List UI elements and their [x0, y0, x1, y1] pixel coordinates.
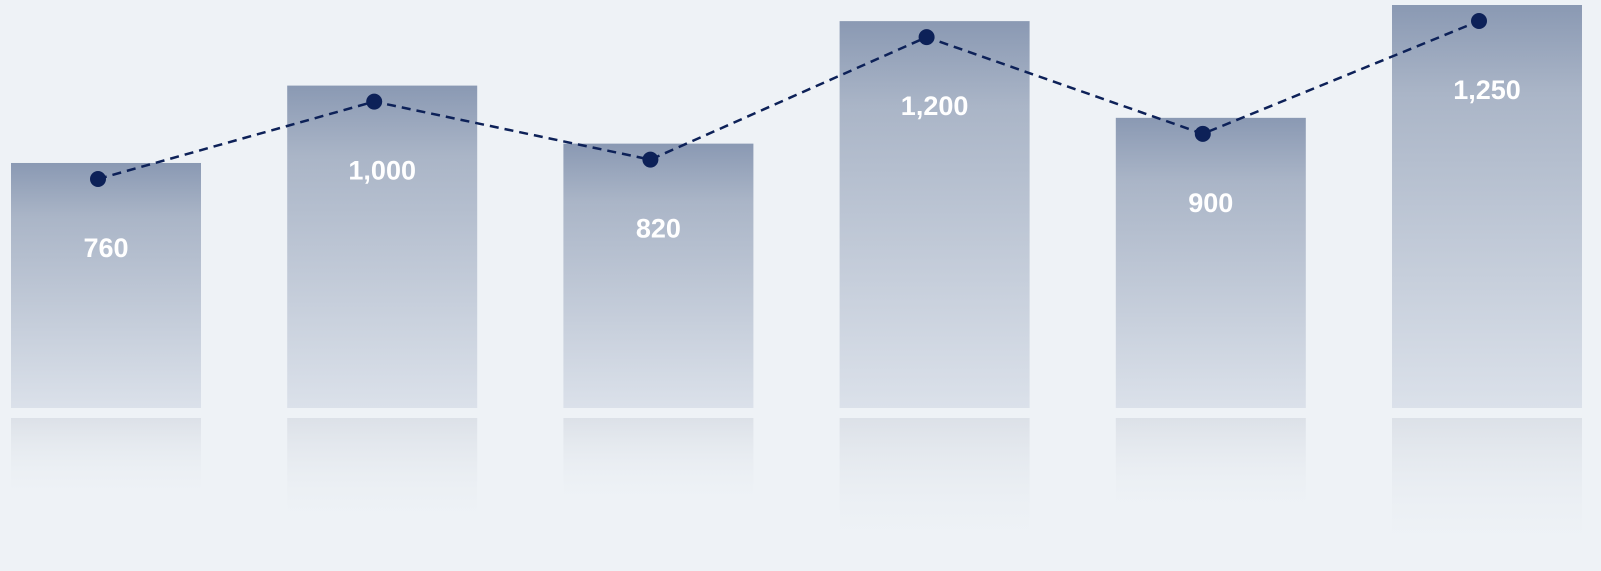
line-series	[90, 13, 1487, 187]
line-point-3	[642, 151, 659, 168]
bar-reflection-6	[1392, 418, 1582, 558]
data-labels: 760 1,000 820 1,200 900 1,250	[83, 75, 1520, 263]
data-label-4: 1,200	[901, 91, 969, 121]
bar-5	[1115, 117, 1306, 408]
bar-2	[287, 85, 478, 408]
bar-series	[11, 5, 1582, 409]
bar-4	[839, 21, 1030, 409]
bar-1	[11, 162, 201, 408]
line-point-5	[1194, 125, 1211, 142]
bar-reflection-1	[11, 418, 201, 504]
data-label-5: 900	[1188, 188, 1233, 218]
data-label-3: 820	[636, 214, 681, 244]
line-point-1	[90, 170, 106, 187]
data-label-2: 1,000	[348, 156, 416, 186]
trend-line	[97, 19, 1480, 181]
bar-reflection-5	[1115, 418, 1306, 520]
bar-reflection-3	[563, 418, 754, 511]
bar-reflection-2	[287, 418, 478, 531]
bar-3	[563, 143, 754, 408]
line-point-4	[918, 29, 935, 46]
bar-6	[1392, 5, 1582, 408]
data-label-6: 1,250	[1453, 75, 1521, 105]
data-label-1: 760	[83, 233, 128, 263]
line-point-6	[1471, 13, 1487, 29]
bar-reflection-4	[839, 418, 1030, 554]
bar-reflections	[11, 418, 1582, 558]
line-point-2	[366, 93, 383, 110]
